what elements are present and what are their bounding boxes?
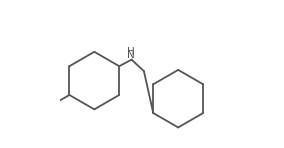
Text: N: N <box>127 50 135 60</box>
Text: H: H <box>127 47 135 57</box>
